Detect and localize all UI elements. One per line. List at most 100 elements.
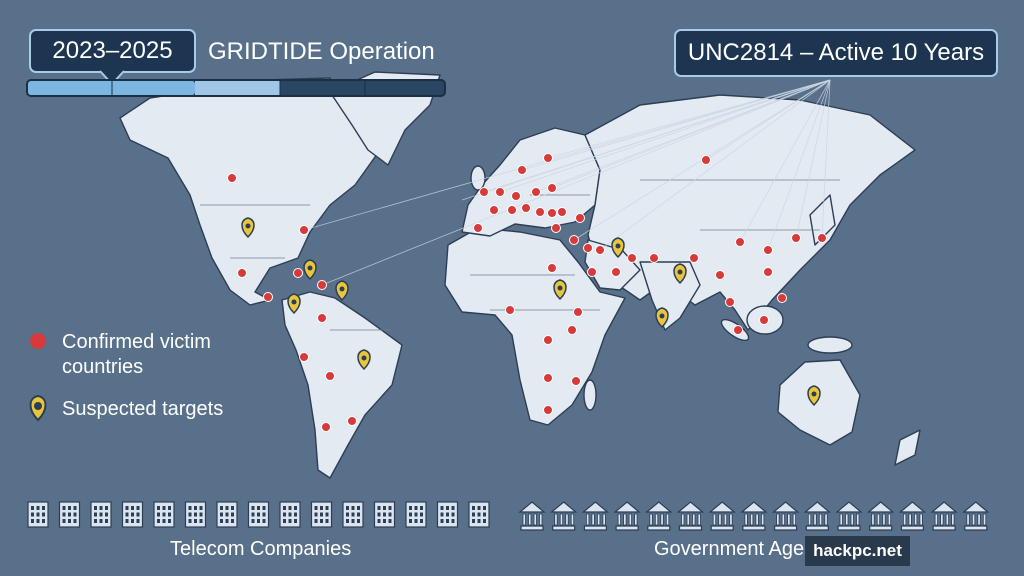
victim-dot: [571, 376, 581, 386]
window: [346, 519, 349, 523]
column: [718, 513, 722, 526]
window: [351, 506, 355, 510]
column: [723, 513, 728, 526]
attack-line: [303, 79, 831, 231]
window: [220, 512, 223, 517]
window: [42, 512, 45, 517]
window: [31, 519, 34, 523]
window: [94, 519, 97, 523]
window: [31, 512, 34, 517]
legend-dot: [30, 333, 46, 349]
window: [162, 506, 166, 510]
legend-pin-hole: [34, 402, 42, 410]
victim-dot: [347, 416, 357, 426]
window: [283, 506, 286, 510]
window: [288, 512, 292, 517]
pin-hole: [291, 299, 297, 305]
column: [539, 513, 543, 526]
column: [554, 513, 558, 526]
victim-dot: [595, 245, 605, 255]
window: [220, 519, 223, 523]
column: [919, 513, 923, 526]
victim-dot: [543, 153, 553, 163]
government-icon: [740, 501, 768, 531]
pin-hole: [615, 243, 621, 249]
window: [99, 519, 103, 523]
column: [617, 513, 621, 526]
pin-hole: [557, 285, 563, 291]
column: [781, 513, 785, 526]
window: [42, 506, 45, 510]
window: [325, 506, 329, 510]
window: [446, 512, 449, 517]
window: [231, 519, 234, 523]
victim-dot: [583, 243, 593, 253]
column: [940, 513, 944, 526]
window: [131, 512, 134, 517]
column: [887, 513, 892, 526]
window: [388, 506, 392, 510]
new-guinea: [807, 336, 853, 354]
victim-dot: [817, 233, 827, 243]
window: [125, 512, 129, 517]
column: [522, 513, 526, 526]
footer-icons: [27, 501, 990, 531]
period: 2023–2025: [52, 37, 173, 64]
victim-dot: [611, 267, 621, 277]
window: [346, 506, 349, 510]
victim-dot: [317, 280, 327, 290]
window: [483, 506, 486, 510]
victim-dot: [733, 325, 743, 335]
attack-line: [767, 79, 831, 251]
attack-line: [461, 79, 831, 201]
government-icon: [962, 501, 990, 531]
victim-dot: [575, 213, 585, 223]
government-icon: [518, 501, 546, 531]
column: [966, 513, 970, 526]
column: [934, 513, 938, 526]
pin-hole: [307, 265, 313, 271]
victim-dot: [293, 268, 303, 278]
india: [639, 261, 701, 331]
victim-dot: [547, 208, 557, 218]
government-icon: [867, 501, 895, 531]
column: [559, 513, 564, 526]
victim-dot: [763, 245, 773, 255]
column: [692, 513, 696, 526]
attack-line: [795, 79, 831, 239]
window: [262, 506, 266, 510]
victim-dot: [473, 223, 483, 233]
victim-dot: [551, 223, 561, 233]
window: [194, 519, 197, 523]
window: [325, 519, 329, 523]
window: [377, 506, 381, 510]
victim-dot: [701, 155, 711, 165]
window: [314, 519, 318, 523]
victim-dot: [759, 315, 769, 325]
window: [288, 519, 292, 523]
victim-dot: [479, 187, 489, 197]
column: [914, 513, 918, 526]
victim-dot: [263, 292, 273, 302]
uk: [470, 165, 486, 191]
victim-dot: [227, 173, 237, 183]
window: [73, 512, 77, 517]
column: [591, 513, 595, 526]
window: [383, 512, 386, 517]
window: [283, 519, 286, 523]
window: [73, 519, 77, 523]
column: [750, 513, 754, 526]
window: [131, 519, 134, 523]
window: [225, 512, 229, 517]
window: [251, 512, 255, 517]
window: [220, 506, 223, 510]
pin-hole: [659, 313, 665, 319]
column: [597, 513, 601, 526]
window: [294, 512, 297, 517]
victim-dot: [543, 373, 553, 383]
window: [294, 519, 297, 523]
window: [483, 519, 486, 523]
window: [346, 512, 349, 517]
column: [813, 513, 817, 526]
borders: [200, 179, 840, 331]
